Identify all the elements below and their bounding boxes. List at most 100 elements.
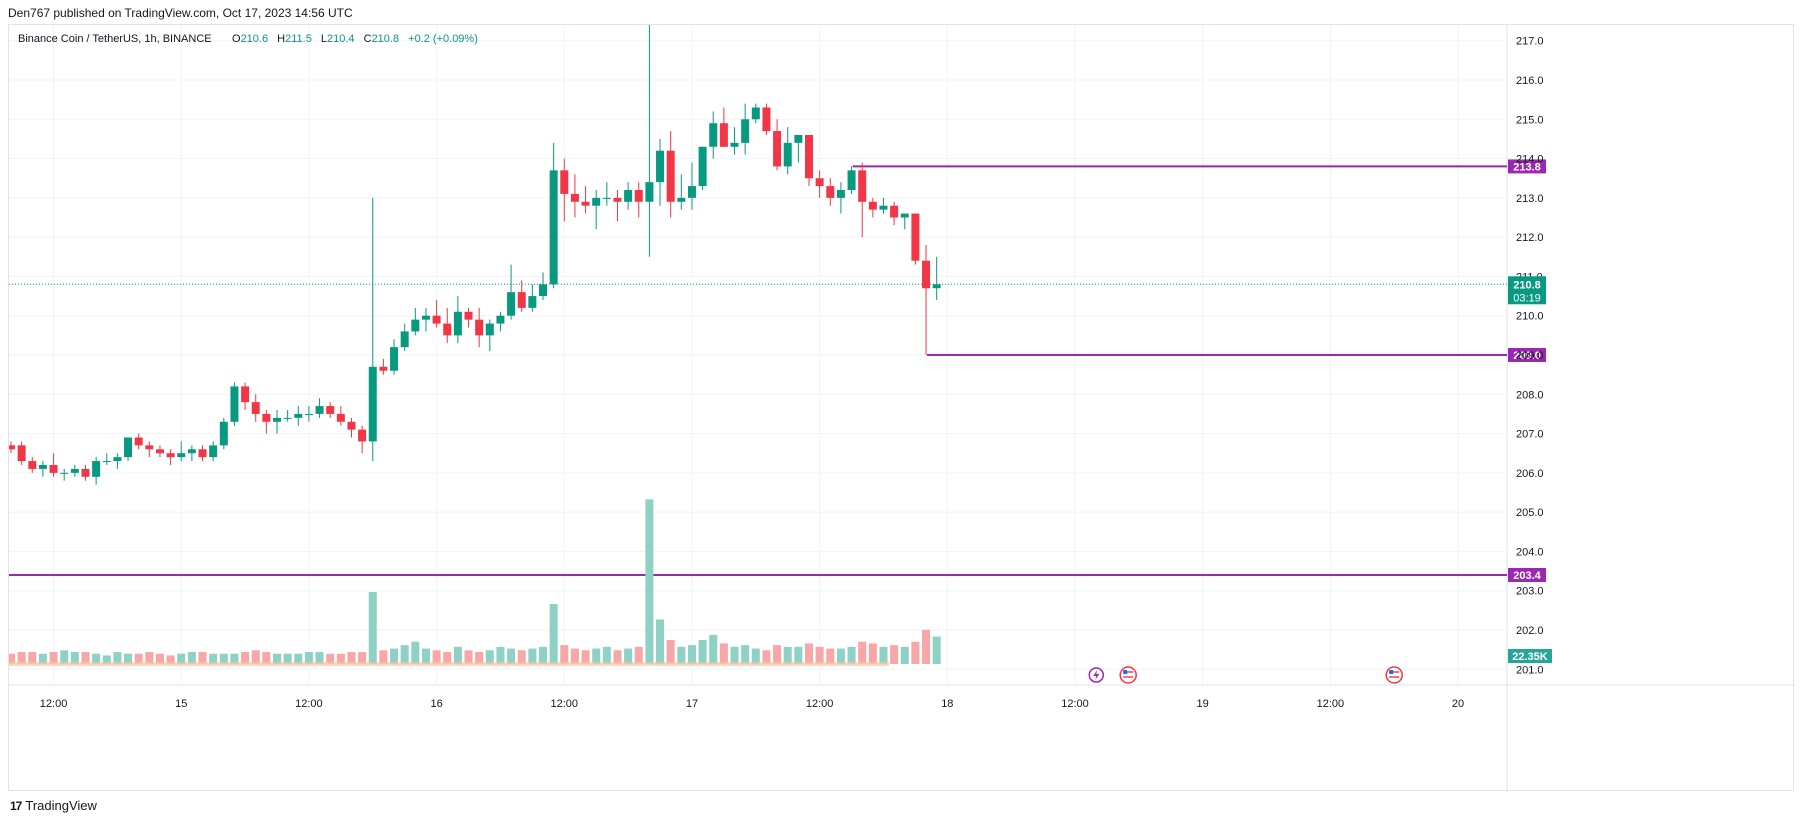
volume-bar: [283, 653, 292, 664]
volume-bar: [209, 653, 218, 664]
volume-bar: [9, 653, 15, 664]
volume-tag: [1508, 649, 1552, 663]
price-countdown-label: 03:19: [1513, 292, 1541, 304]
volume-bar: [145, 652, 154, 664]
price-tick-label: 205.0: [1516, 507, 1544, 519]
volume-bar: [464, 650, 473, 664]
volume-bar: [134, 653, 143, 664]
price-tick-label: 214.0: [1516, 154, 1544, 166]
flag-canton: [1123, 670, 1128, 674]
volume-bar: [326, 653, 335, 664]
volume-bar: [400, 645, 409, 664]
candle-body: [836, 190, 845, 198]
level-price-label: 209.0: [1513, 350, 1541, 362]
candle-body: [698, 146, 707, 187]
volume-bar: [751, 648, 760, 664]
volume-bar: [92, 653, 101, 664]
volume-bar: [783, 646, 792, 664]
volume-tag-label: 22.35K: [1512, 651, 1548, 663]
candle-body: [326, 406, 335, 414]
candle-body: [656, 150, 665, 183]
time-tick-label: 19: [1197, 698, 1209, 710]
tradingview-logo[interactable]: 17 TradingView: [10, 798, 97, 813]
price-tick-label: 215.0: [1516, 114, 1544, 126]
candle-body: [687, 186, 696, 198]
candle-body: [283, 417, 292, 419]
candle-body: [134, 437, 143, 446]
time-tick-label: 15: [175, 698, 187, 710]
candle-body: [826, 186, 835, 198]
volume-bar: [922, 629, 931, 664]
candle-body: [560, 170, 569, 194]
candle-body: [528, 296, 537, 308]
candle-body: [421, 315, 430, 320]
candle-body: [741, 119, 750, 143]
volume-bar: [698, 640, 707, 664]
volume-bar: [443, 652, 452, 664]
time-tick-label: 12:00: [1061, 698, 1089, 710]
price-tick-label: 202.0: [1516, 625, 1544, 637]
candle-body: [709, 123, 718, 147]
price-tick-label: 213.0: [1516, 193, 1544, 205]
candle-body: [70, 468, 79, 473]
volume-bar: [230, 653, 239, 664]
volume-bar: [900, 646, 909, 664]
volume-bar: [60, 650, 69, 664]
volume-bar: [613, 650, 622, 664]
candle-body: [124, 437, 133, 458]
candle-body: [336, 413, 345, 422]
candle-body: [155, 449, 164, 454]
volume-bar: [124, 653, 133, 664]
price-tick-label: 206.0: [1516, 468, 1544, 480]
price-tick-label: 209.0: [1516, 350, 1544, 362]
level-price-label: 203.4: [1513, 570, 1541, 582]
volume-bar: [294, 653, 303, 664]
volume-bar: [102, 655, 111, 664]
candle-body: [890, 205, 899, 218]
candle-body: [453, 311, 462, 336]
candle-body: [858, 170, 867, 202]
level-price-tag: [1508, 159, 1546, 174]
candle-body: [485, 323, 494, 336]
volume-bar: [794, 646, 803, 664]
volume-bar: [70, 652, 79, 664]
time-tick-label: 12:00: [1317, 698, 1345, 710]
candle-body: [932, 284, 941, 289]
candle-body: [230, 386, 239, 422]
volume-bar: [847, 646, 856, 664]
time-tick-label: 18: [941, 698, 953, 710]
price-chart[interactable]: 213.8 209.0 203.4 201.0 202.0 203.0 204.0 205.…: [9, 25, 1795, 792]
volume-bar: [890, 645, 899, 664]
legend-ohlc: O210.6 H211.5 L210.4 C210.8 +0.2 (+0.09%…: [232, 33, 478, 45]
volume-bar: [379, 650, 388, 664]
price-tick-label: 203.0: [1516, 586, 1544, 598]
volume-bar: [592, 648, 601, 664]
volume-bar: [709, 634, 718, 664]
candle-body: [730, 142, 739, 147]
price-tick-label: 216.0: [1516, 75, 1544, 87]
chart-frame[interactable]: 213.8 209.0 203.4 201.0 202.0 203.0 204.0 205.…: [8, 24, 1795, 792]
volume-bar: [507, 648, 516, 664]
candle-body: [443, 323, 452, 336]
volume-bar: [421, 648, 430, 664]
volume-bar: [17, 652, 26, 664]
candle-body: [475, 319, 484, 336]
candle-body: [751, 107, 760, 120]
volume-bar: [496, 646, 505, 664]
level-price-label: 213.8: [1513, 161, 1541, 173]
volume-bar: [826, 648, 835, 664]
volume-bar: [560, 645, 569, 664]
volume-bar: [198, 652, 207, 664]
volume-bars: [9, 499, 941, 666]
volume-bar: [677, 646, 686, 664]
time-axis: 12:00 15 12:00 16 12:00 17 12:00 18 12:00 19 12:00…: [40, 698, 1464, 710]
volume-bar: [911, 641, 920, 664]
candle-body: [177, 453, 186, 458]
volume-bar: [177, 653, 186, 664]
volume-bar: [879, 646, 888, 664]
volume-bar: [38, 653, 47, 664]
volume-bar: [656, 619, 665, 664]
volume-bar: [432, 650, 441, 664]
volume-bar: [485, 650, 494, 664]
volume-bar: [304, 652, 313, 664]
